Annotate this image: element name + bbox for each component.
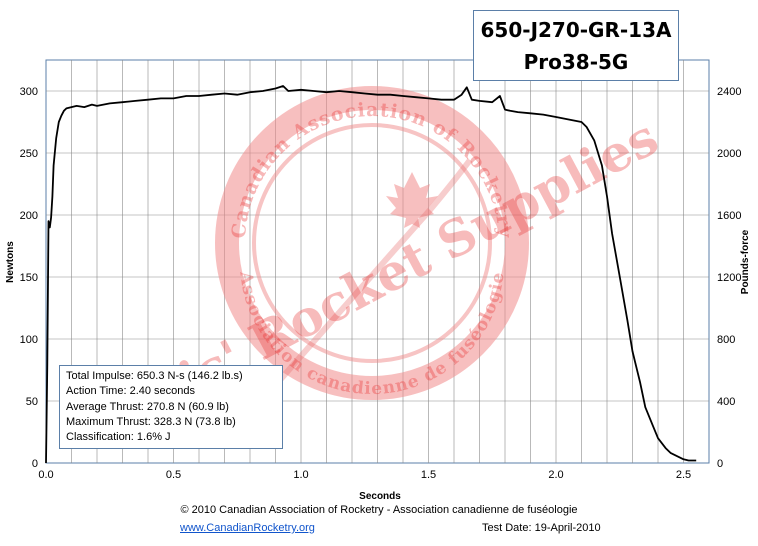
y-tick-label: 300	[20, 86, 38, 98]
website-link[interactable]: www.CanadianRocketry.org	[180, 522, 315, 534]
x-tick-label: 0.5	[166, 469, 181, 481]
watermark-seal-inner	[252, 123, 492, 363]
maximum-thrust: Maximum Thrust: 328.3 N (73.8 lb)	[66, 415, 236, 428]
chart-title-line2: Pro38-5G	[523, 50, 629, 74]
y2-tick-label: 0	[717, 458, 723, 470]
y-tick-label: 50	[26, 396, 38, 408]
y2-tick-label: 2000	[717, 148, 741, 160]
x-tick-label: 2.5	[676, 469, 691, 481]
x-axis-title: Seconds	[359, 491, 401, 502]
average-thrust: Average Thrust: 270.8 N (60.9 lb)	[66, 400, 229, 413]
motor-stats-box: Total Impulse: 650.3 N-s (146.2 lb.s) Ac…	[59, 365, 283, 449]
y-tick-label: 150	[20, 272, 38, 284]
y-axis-title: Newtons	[5, 241, 16, 283]
x-tick-labels: 0.0 0.5 1.0 1.5 2.0 2.5	[38, 469, 691, 481]
y2-tick-label: 800	[717, 334, 735, 346]
action-time: Action Time: 2.40 seconds	[66, 385, 196, 398]
y-tick-label: 200	[20, 210, 38, 222]
y-tick-label: 250	[20, 148, 38, 160]
chart-title-box: 650-J270-GR-13A Pro38-5G	[473, 10, 679, 81]
y2-tick-label: 2400	[717, 86, 741, 98]
test-date: Test Date: 19-April-2010	[482, 522, 601, 534]
total-impulse: Total Impulse: 650.3 N-s (146.2 lb.s)	[66, 370, 243, 382]
copyright-line: © 2010 Canadian Association of Rocketry …	[180, 504, 578, 516]
y2-tick-label: 1600	[717, 210, 741, 222]
y2-tick-labels: 0 400 800 1200 1600 2000 2400	[717, 86, 741, 470]
x-tick-label: 0.0	[38, 469, 53, 481]
y2-axis-title: Pounds-force	[740, 229, 751, 294]
classification: Classification: 1.6% J	[66, 431, 171, 444]
thrust-series-line	[45, 85, 697, 464]
chart-title-line1: 650-J270-GR-13A	[480, 18, 672, 42]
y-tick-label: 0	[32, 458, 38, 470]
y-tick-label: 100	[20, 334, 38, 346]
x-tick-label: 1.0	[293, 469, 308, 481]
watermark-maple-leaf-icon	[386, 172, 438, 228]
watermark-seal-ring	[215, 86, 529, 400]
watermark-rocket-swoosh	[277, 158, 473, 382]
x-tick-label: 1.5	[421, 469, 436, 481]
y2-tick-label: 400	[717, 396, 735, 408]
y-tick-labels: 0 50 100 150 200 250 300	[20, 86, 38, 470]
x-tick-label: 2.0	[548, 469, 563, 481]
y2-tick-label: 1200	[717, 272, 741, 284]
